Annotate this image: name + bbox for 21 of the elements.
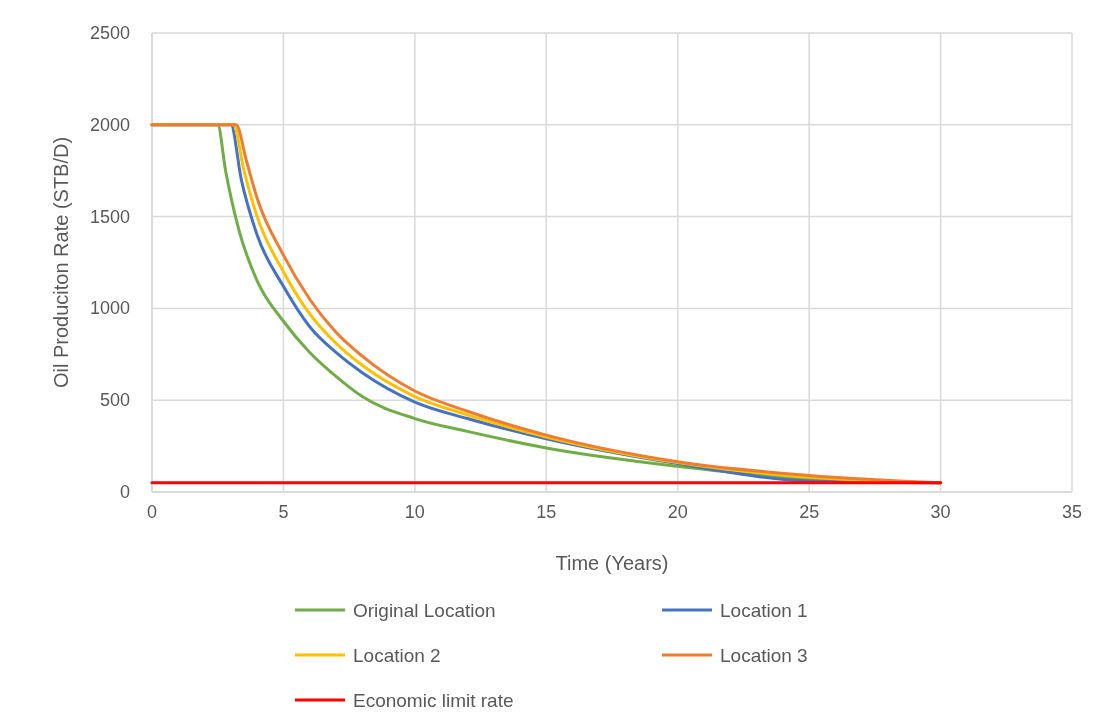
- x-tick-label: 5: [278, 502, 289, 522]
- x-tick-label: 25: [799, 502, 820, 522]
- legend-label: Original Location: [353, 600, 496, 621]
- x-tick-label: 0: [146, 502, 158, 522]
- x-tick-label: 15: [536, 502, 557, 522]
- y-tick-label: 0: [119, 482, 130, 502]
- legend-label: Location 2: [353, 645, 441, 666]
- y-tick-label: 1000: [89, 298, 130, 319]
- x-tick-label: 10: [404, 502, 425, 522]
- x-tick-label: 20: [667, 502, 688, 522]
- y-axis-title: Oil Produciton Rate (STB/D): [50, 136, 72, 389]
- x-axis-title: Time (Years): [555, 552, 669, 574]
- y-tick-label: 500: [99, 390, 130, 411]
- x-tick-label: 35: [1061, 502, 1083, 522]
- legend-label: Location 3: [720, 645, 808, 666]
- legend-label: Economic limit rate: [353, 690, 514, 711]
- y-tick-label: 2000: [89, 114, 130, 135]
- x-tick-label: 30: [930, 502, 951, 522]
- y-tick-label: 1500: [89, 206, 130, 227]
- y-tick-label: 2500: [89, 23, 130, 43]
- legend-label: Location 1: [720, 600, 808, 621]
